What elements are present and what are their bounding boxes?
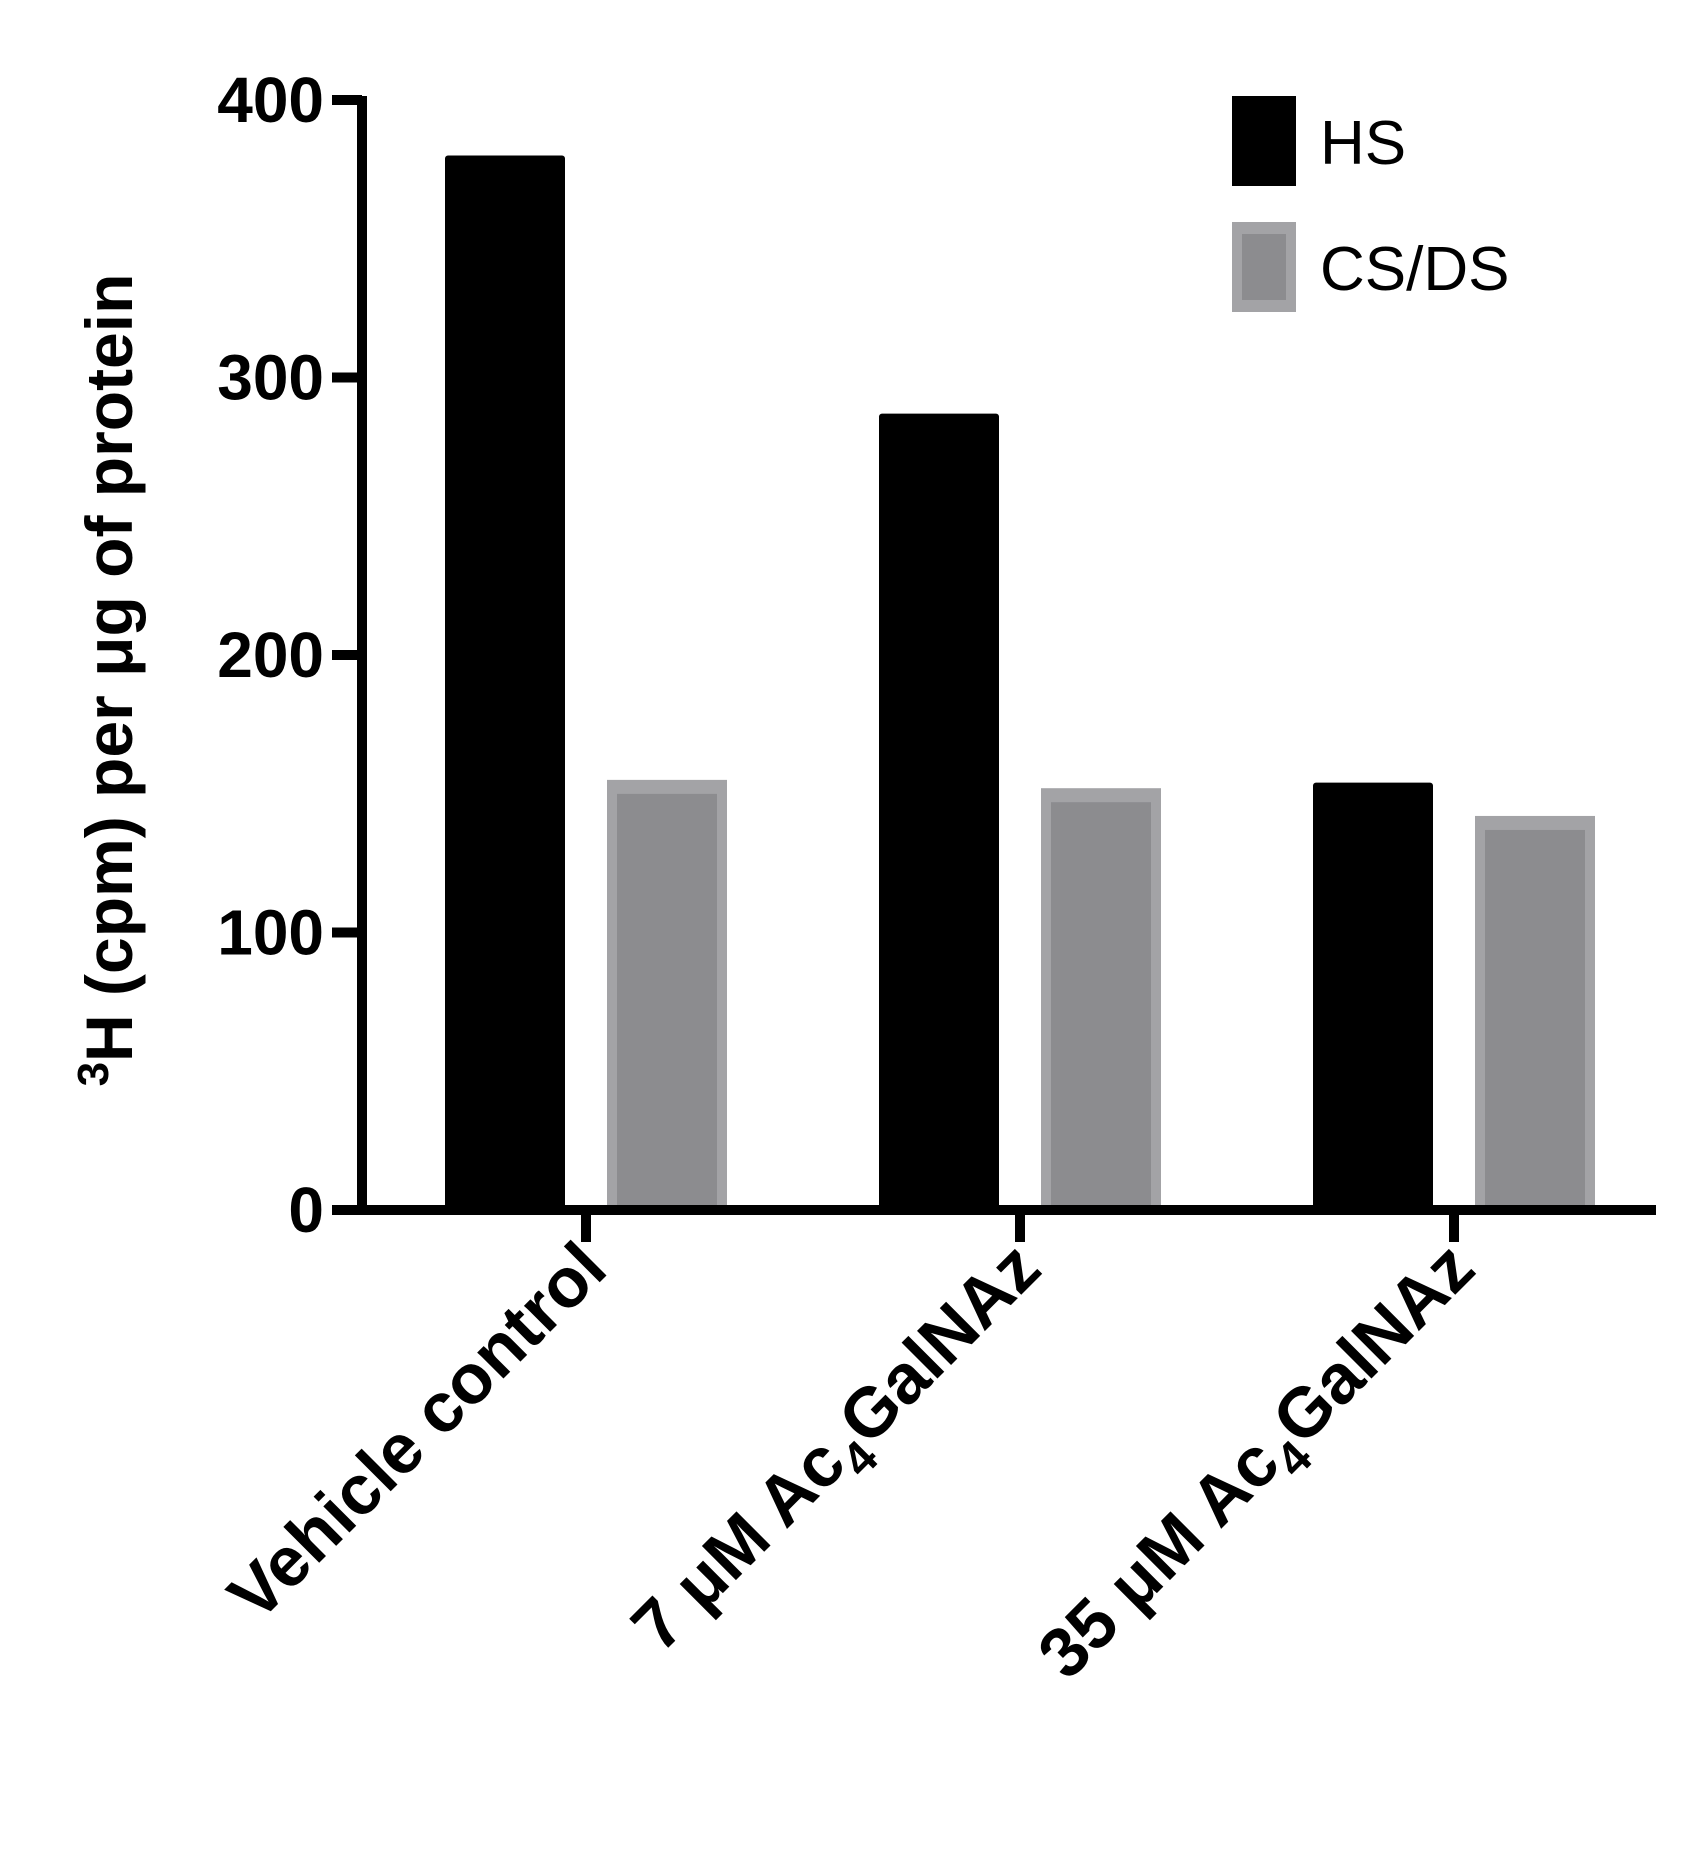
bar-csds-0 bbox=[607, 779, 727, 1210]
legend: HS CS/DS bbox=[1232, 96, 1509, 312]
legend-item-csds: CS/DS bbox=[1232, 222, 1509, 312]
x-category-label-0: Vehicle control bbox=[213, 1227, 620, 1634]
bar-csds-2 bbox=[1475, 815, 1595, 1210]
x-category-label-2: 35 μM Ac4GalNAz bbox=[1023, 1227, 1498, 1702]
bar-hs-0 bbox=[445, 155, 565, 1210]
y-tick-label-200: 200 bbox=[217, 619, 324, 691]
y-tick-label-400: 400 bbox=[217, 64, 324, 136]
y-tick-label-0: 0 bbox=[288, 1174, 324, 1246]
y-tick-label-100: 100 bbox=[217, 897, 324, 969]
legend-swatch bbox=[1232, 96, 1296, 186]
y-tick-label-300: 300 bbox=[217, 342, 324, 414]
bar-hs-2 bbox=[1313, 782, 1433, 1210]
legend-item-hs: HS bbox=[1232, 96, 1406, 186]
y-axis-label-layer: 3H (cpm) per μg of protein bbox=[69, 274, 146, 1087]
legend-label: CS/DS bbox=[1320, 235, 1509, 304]
bars-layer bbox=[445, 155, 1595, 1210]
legend-label: HS bbox=[1320, 109, 1406, 178]
x-category-label-1: 7 μM Ac4GalNAz bbox=[617, 1227, 1065, 1675]
bar-hs-1 bbox=[879, 413, 999, 1210]
bar-csds-1 bbox=[1041, 788, 1161, 1210]
y-axis-label: 3H (cpm) per μg of protein bbox=[69, 274, 146, 1087]
y-ticks-layer: 0 100 200 300 400 bbox=[217, 64, 362, 1246]
